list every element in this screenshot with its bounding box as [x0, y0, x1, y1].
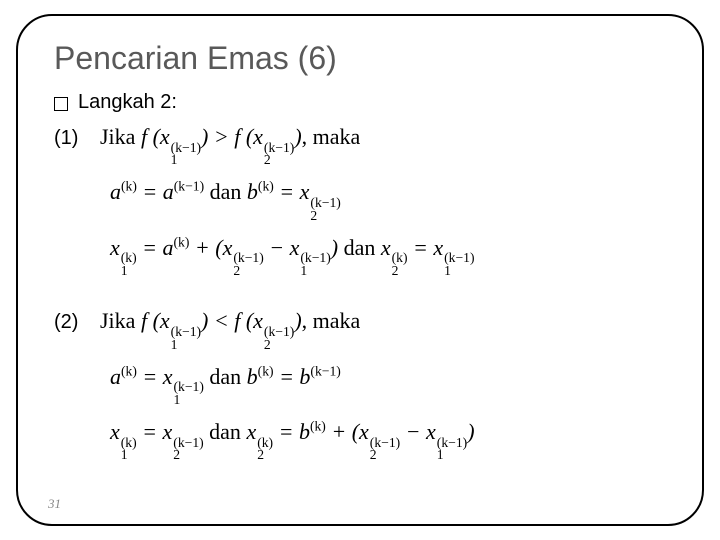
slide-frame: Pencarian Emas (6) Langkah 2: (1) Jika f…: [16, 14, 704, 526]
case-2-eq2: x(k)1 = x(k−1)2 dan x(k)2 = b(k) + (x(k−…: [110, 419, 666, 462]
case-2-eq1: a(k) = x(k−1)1 dan b(k) = b(k−1): [110, 364, 666, 407]
page-number: 31: [48, 496, 61, 512]
case-1-num: (1): [54, 127, 90, 150]
case-1-condition: Jika f (x(k−1)1) > f (x(k−1)2), maka: [100, 124, 360, 167]
step-line: Langkah 2:: [54, 91, 666, 114]
case-2-num: (2): [54, 311, 90, 334]
case-2-condition: Jika f (x(k−1)1) < f (x(k−1)2), maka: [100, 308, 360, 351]
case-2: (2) Jika f (x(k−1)1) < f (x(k−1)2), maka: [54, 308, 666, 351]
case-1: (1) Jika f (x(k−1)1) > f (x(k−1)2), maka: [54, 124, 666, 167]
case-1-eq1: a(k) = a(k−1) dan b(k) = x(k−1)2: [110, 179, 666, 222]
slide-title: Pencarian Emas (6): [54, 40, 666, 77]
case-1-eq2: x(k)1 = a(k) + (x(k−1)2 − x(k−1)1) dan x…: [110, 235, 666, 278]
step-label: Langkah 2:: [78, 91, 177, 114]
bullet-box-icon: [54, 97, 68, 111]
